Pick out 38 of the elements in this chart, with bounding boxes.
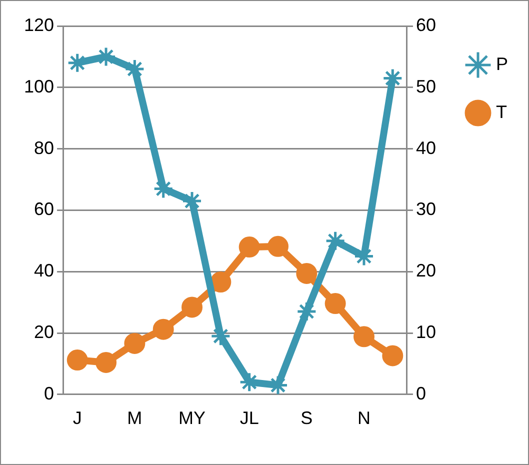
y-tick-label: 60	[34, 199, 54, 220]
point	[124, 332, 146, 354]
point	[324, 293, 346, 314]
point	[353, 326, 374, 348]
x-tick-label: J	[72, 408, 82, 428]
y2-tick-label: 10	[416, 322, 436, 342]
point	[296, 301, 317, 322]
y2-tick-label: 40	[416, 138, 436, 158]
legend-label: T	[496, 102, 507, 122]
x-tick-label: MY	[178, 408, 206, 428]
x-tick-label: JL	[240, 408, 259, 428]
point	[152, 318, 174, 340]
y2-tick-label: 50	[416, 76, 436, 96]
x-tick-label: N	[357, 408, 370, 428]
x-tick-label: M	[127, 408, 142, 428]
y2-tick-label: 60	[416, 14, 436, 35]
point	[296, 262, 318, 284]
y2-tick-label: 20	[416, 260, 436, 281]
y2-tick-label: 0	[416, 383, 426, 404]
point	[182, 296, 203, 318]
point	[325, 230, 346, 252]
point	[96, 352, 117, 373]
point	[238, 236, 260, 258]
y2-tick-label: 30	[416, 199, 436, 220]
point	[66, 350, 88, 371]
legend-label: P	[496, 54, 508, 74]
y-tick-label: 80	[34, 138, 54, 158]
x-tick-label: S	[300, 408, 313, 428]
point	[267, 236, 288, 257]
y-tick-label: 100	[24, 76, 54, 96]
y-tick-label: 0	[44, 383, 54, 404]
point	[153, 178, 174, 199]
y-tick-label: 120	[24, 14, 54, 35]
point	[382, 345, 404, 366]
point	[124, 58, 145, 80]
point	[210, 272, 232, 293]
y-tick-label: 40	[34, 260, 54, 281]
y-tick-label: 20	[34, 322, 54, 342]
